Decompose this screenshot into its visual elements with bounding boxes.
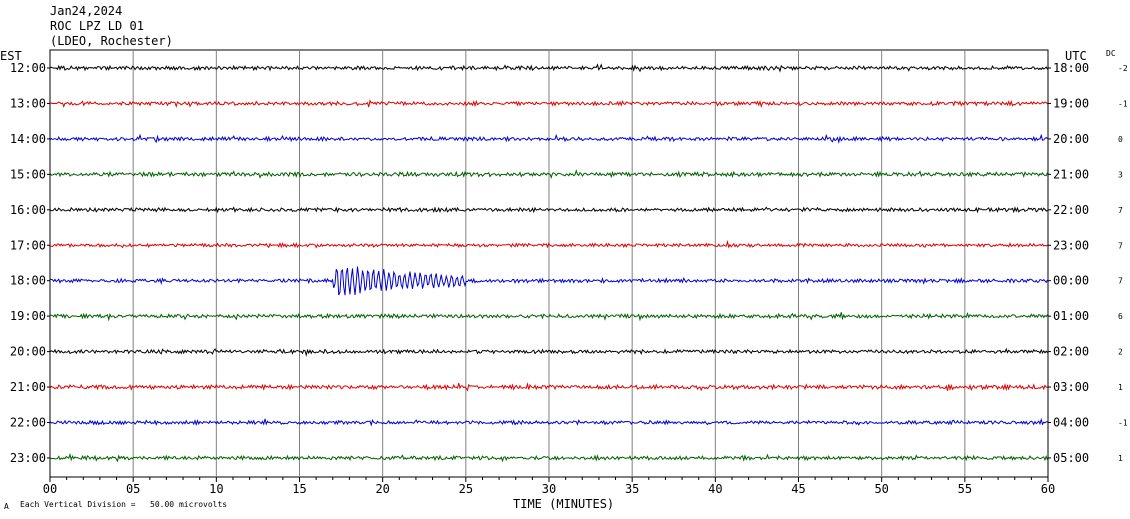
dc-offset-label: 0: [1118, 135, 1123, 144]
x-tick-label: 05: [126, 482, 140, 496]
dc-label: DC: [1106, 49, 1116, 58]
network-label: (LDEO, Rochester): [50, 34, 173, 48]
seismic-trace: [49, 99, 1048, 109]
utc-hour-label: 02:00: [1053, 345, 1089, 359]
seismic-trace: [49, 63, 1048, 73]
est-hour-label: 18:00: [10, 274, 46, 288]
dc-offset-label: 1: [1118, 454, 1123, 463]
x-tick-label: 30: [542, 482, 556, 496]
est-hour-label: 13:00: [10, 96, 46, 110]
est-hour-label: 21:00: [10, 380, 46, 394]
x-tick-label: 60: [1041, 482, 1055, 496]
x-tick-label: 20: [375, 482, 389, 496]
station-label: ROC LPZ LD 01: [50, 19, 144, 33]
utc-hour-label: 19:00: [1053, 96, 1089, 110]
seismic-trace: [49, 239, 1048, 249]
est-label: EST: [0, 49, 22, 63]
est-hour-label: 19:00: [10, 309, 46, 323]
utc-hour-label: 04:00: [1053, 416, 1089, 430]
dc-offset-label: 7: [1118, 241, 1123, 250]
utc-label: UTC: [1065, 49, 1087, 63]
x-axis-title: TIME (MINUTES): [513, 497, 615, 511]
utc-hour-label: 05:00: [1053, 451, 1089, 465]
est-hour-label: 16:00: [10, 203, 46, 217]
x-tick-label: 35: [625, 482, 639, 496]
est-hour-label: 12:00: [10, 61, 46, 75]
dc-offset-label: 2: [1118, 348, 1123, 357]
dc-offset-label: 3: [1118, 170, 1123, 179]
footer-scale-text: Each Vertical Division = 50.00 microvolt…: [20, 500, 228, 509]
utc-hour-label: 23:00: [1053, 238, 1089, 252]
seismic-trace: [49, 169, 1048, 180]
x-tick-label: 15: [292, 482, 306, 496]
dc-offset-label: 7: [1118, 277, 1123, 286]
est-hour-label: 17:00: [10, 238, 46, 252]
dc-offset-label: 1: [1118, 383, 1123, 392]
x-tick-label: 25: [459, 482, 473, 496]
utc-hour-label: 21:00: [1053, 167, 1089, 181]
utc-hour-label: 01:00: [1053, 309, 1089, 323]
seismic-trace: [49, 347, 1048, 357]
date-label: Jan24,2024: [50, 4, 123, 18]
x-tick-label: 40: [708, 482, 722, 496]
utc-hour-label: 03:00: [1053, 380, 1089, 394]
est-hour-label: 14:00: [10, 132, 46, 146]
dc-offset-label: 6: [1118, 312, 1123, 321]
seismic-trace: [49, 312, 1048, 322]
x-tick-label: 00: [43, 482, 57, 496]
utc-hour-label: 20:00: [1053, 132, 1089, 146]
dc-offset-label: -2: [1118, 64, 1128, 73]
seismic-trace: [49, 417, 1048, 427]
x-tick-label: 45: [791, 482, 805, 496]
dc-offset-label: -1: [1118, 419, 1128, 428]
seismic-trace: [49, 266, 1048, 296]
est-hour-label: 15:00: [10, 167, 46, 181]
dc-offset-label: 7: [1118, 206, 1123, 215]
x-tick-label: 55: [958, 482, 972, 496]
x-tick-label: 50: [874, 482, 888, 496]
utc-hour-label: 22:00: [1053, 203, 1089, 217]
dc-offset-label: -1: [1118, 99, 1128, 108]
footer-mark: A: [4, 502, 9, 511]
utc-hour-label: 18:00: [1053, 61, 1089, 75]
x-tick-label: 10: [209, 482, 223, 496]
est-hour-label: 20:00: [10, 345, 46, 359]
seismic-trace: [49, 381, 1048, 392]
seismic-trace: [49, 206, 1048, 214]
est-hour-label: 22:00: [10, 416, 46, 430]
utc-hour-label: 00:00: [1053, 274, 1089, 288]
est-hour-label: 23:00: [10, 451, 46, 465]
seismic-trace: [49, 133, 1048, 144]
seismic-trace: [49, 452, 1048, 463]
